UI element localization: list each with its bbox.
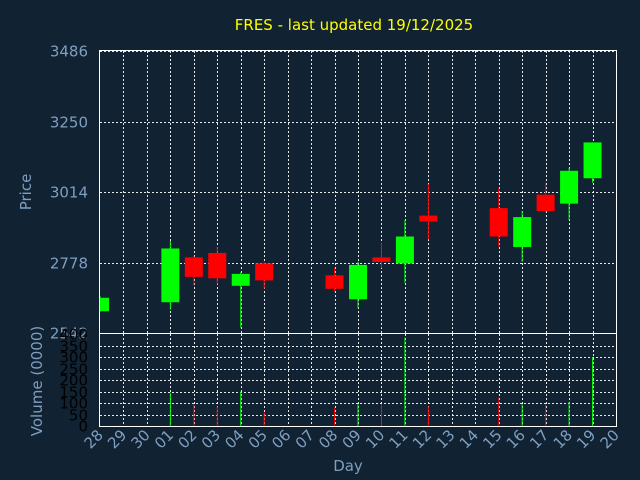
price-tick-label: 3014 — [50, 184, 88, 202]
candle-body — [560, 170, 579, 204]
price-tick-label: 2778 — [50, 255, 88, 273]
candle-body — [325, 275, 344, 289]
candle-body — [255, 263, 274, 281]
volume-tick-label: 150 — [59, 384, 88, 402]
volume-axis-label: Volume (0000) — [28, 326, 46, 436]
price-tick-label: 3250 — [50, 114, 88, 132]
x-tick-label: 07 — [292, 426, 318, 452]
x-tick-label: 06 — [268, 426, 294, 452]
volume-tick-label: 300 — [59, 349, 88, 367]
candle-body — [372, 257, 391, 262]
candle-body — [419, 215, 438, 222]
x-tick-label: 08 — [315, 426, 341, 452]
chart-title: FRES - last updated 19/12/2025 — [235, 16, 473, 34]
candle-body — [513, 217, 532, 247]
volume-tick-label: 250 — [59, 361, 88, 379]
x-tick-label: 16 — [503, 426, 529, 452]
x-axis-label: Day — [333, 457, 363, 475]
candle-body — [100, 297, 109, 312]
price-candles — [99, 142, 602, 328]
price-grid — [100, 51, 616, 334]
candle-body — [161, 248, 180, 303]
x-tick-label: 12 — [409, 426, 435, 452]
candle-body — [489, 208, 508, 237]
volume-grid — [100, 334, 616, 426]
x-tick-label: 18 — [550, 426, 576, 452]
volume-tick-label: 50 — [69, 407, 88, 425]
x-tick-label: 13 — [432, 426, 458, 452]
x-tick-label: 10 — [362, 426, 388, 452]
price-tick-label: 3486 — [50, 43, 88, 61]
price-y-ticks: 2542 2778 3014 3250 3486 — [50, 43, 88, 343]
volume-bars — [169, 337, 594, 426]
x-tick-label: 29 — [104, 426, 130, 452]
price-axis-label: Price — [17, 174, 35, 211]
volume-tick-label: 200 — [59, 372, 88, 390]
x-tick-label: 30 — [128, 426, 154, 452]
candle-body — [208, 252, 227, 279]
volume-tick-label: 0 — [78, 418, 88, 436]
candle-body — [536, 194, 555, 212]
candle-body — [395, 236, 414, 264]
x-tick-label: 09 — [339, 426, 365, 452]
candle-body — [231, 273, 250, 286]
volume-tick-label: 350 — [59, 338, 88, 356]
x-tick-label: 14 — [456, 426, 482, 452]
x-tick-label: 05 — [245, 426, 271, 452]
candle-body — [184, 257, 203, 277]
x-tick-label: 15 — [479, 426, 505, 452]
candle-body — [583, 142, 602, 179]
x-tick-label: 03 — [198, 426, 224, 452]
x-tick-label: 02 — [174, 426, 200, 452]
volume-panel-frame — [99, 333, 617, 427]
x-tick-label: 11 — [386, 426, 412, 452]
price-tick-label: 2542 — [50, 325, 88, 343]
volume-tick-label: 400 — [59, 326, 88, 344]
x-axis-ticks: 2829300102030405060708091011121314151617… — [81, 426, 623, 452]
x-tick-label: 01 — [151, 426, 177, 452]
volume-tick-label: 100 — [59, 395, 88, 413]
x-tick-label: 19 — [573, 426, 599, 452]
x-tick-label: 04 — [221, 426, 247, 452]
x-tick-label: 20 — [597, 426, 623, 452]
x-tick-label: 17 — [526, 426, 552, 452]
candle-body — [349, 264, 367, 300]
